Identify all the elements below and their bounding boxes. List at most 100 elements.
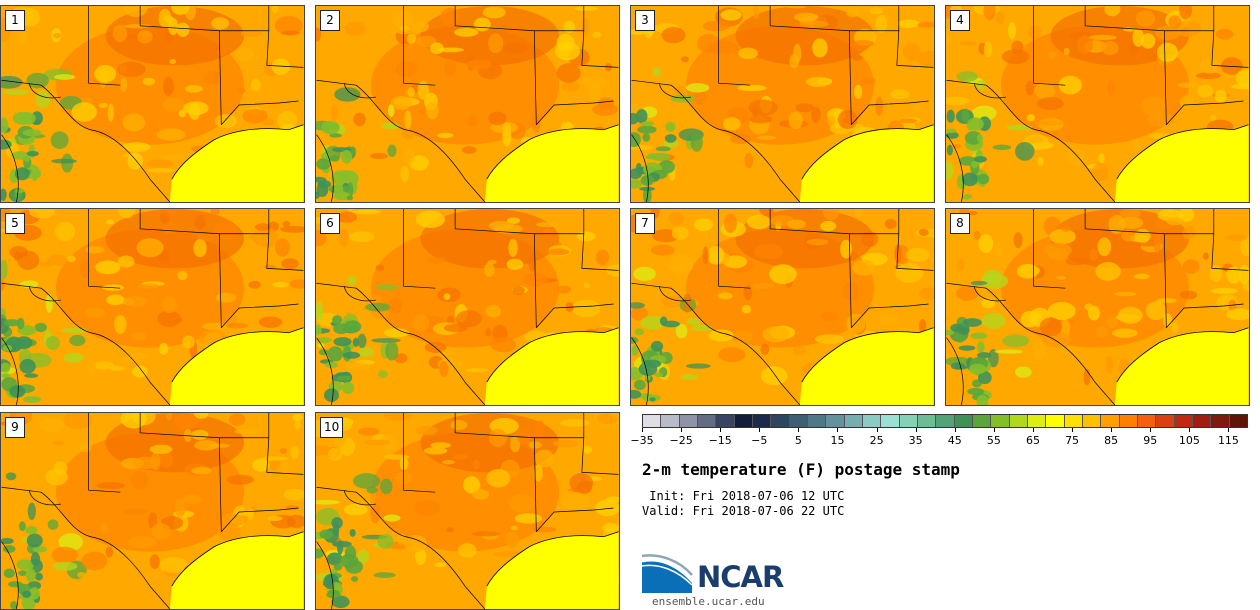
colorbar-swatch — [716, 415, 735, 427]
colorbar-tick-label: 65 — [1025, 434, 1040, 447]
colorbar-tick-label: 95 — [1143, 434, 1158, 447]
postage-stamp-5: 5 — [0, 208, 305, 406]
colorbar-swatch — [734, 415, 753, 427]
colorbar-swatch — [991, 415, 1010, 427]
colorbar-swatch — [899, 415, 918, 427]
colorbar-swatch — [1101, 415, 1120, 427]
website-url: ensemble.ucar.edu — [652, 595, 765, 608]
temperature-map — [631, 6, 934, 202]
colorbar-swatch — [752, 415, 772, 427]
colorbar-swatch — [1046, 415, 1065, 427]
colorbar-tick-label: 35 — [908, 434, 923, 447]
colorbar-tick-label: −5 — [751, 434, 768, 447]
colorbar-swatch — [954, 415, 973, 427]
postage-stamp-9: 9 — [0, 412, 305, 610]
colorbar-ticks: −35 −25 −15 −5 5 15 25 35 45 55 65 75 85 95 105 115 — [630, 428, 1248, 454]
temperature-map — [1, 413, 304, 609]
colorbar-swatch — [771, 415, 790, 427]
colorbar-tick-label: 115 — [1217, 434, 1239, 447]
colorbar-tick-label: 85 — [1104, 434, 1119, 447]
colorbar-swatch — [643, 415, 662, 427]
colorbar-tick — [720, 428, 722, 432]
member-number: 1 — [5, 10, 25, 31]
colorbar-swatch — [1211, 415, 1230, 427]
colorbar-tick — [993, 428, 995, 432]
colorbar-swatch — [936, 415, 955, 427]
init-time: Init: Fri 2018-07-06 12 UTC — [642, 489, 845, 503]
colorbar-swatch — [697, 415, 717, 427]
member-number: 2 — [320, 10, 340, 31]
colorbar-swatch — [1137, 415, 1157, 427]
temperature-map — [316, 209, 619, 405]
temperature-map — [946, 6, 1249, 202]
postage-stamp-6: 6 — [315, 208, 620, 406]
colorbar-tick — [759, 428, 761, 432]
postage-stamp-7: 7 — [630, 208, 935, 406]
ncar-logo: NCAR — [641, 553, 792, 594]
colorbar-swatch — [881, 415, 900, 427]
member-number: 3 — [635, 10, 655, 31]
colorbar-tick-label: −25 — [669, 434, 693, 447]
temperature-map — [316, 413, 619, 609]
colorbar-tick — [1111, 428, 1113, 432]
colorbar-tick — [1032, 428, 1034, 432]
postage-stamp-2: 2 — [315, 5, 620, 203]
postage-stamp-8: 8 — [945, 208, 1250, 406]
colorbar-swatch — [1192, 415, 1212, 427]
colorbar-tick-label: 75 — [1065, 434, 1080, 447]
colorbar-tick-label: 25 — [869, 434, 884, 447]
colorbar-tick-label: −15 — [708, 434, 732, 447]
colorbar-swatch — [1082, 415, 1102, 427]
colorbar-tick — [915, 428, 917, 432]
colorbar-tick-label: 5 — [794, 434, 802, 447]
colorbar-tick — [1072, 428, 1074, 432]
colorbar-swatch — [679, 415, 698, 427]
postage-stamp-3: 3 — [630, 5, 935, 203]
colorbar-tick — [681, 428, 683, 432]
colorbar-swatch — [807, 415, 827, 427]
postage-stamp-4: 4 — [945, 5, 1250, 203]
colorbar-tick — [876, 428, 878, 432]
colorbar-swatch — [972, 415, 992, 427]
valid-time: Valid: Fri 2018-07-06 22 UTC — [642, 504, 845, 518]
colorbar-swatch — [1064, 415, 1083, 427]
colorbar-swatch — [1027, 415, 1047, 427]
member-number: 8 — [950, 213, 970, 234]
colorbar-tick-label: 55 — [986, 434, 1001, 447]
temperature-colorbar: −35 −25 −15 −5 5 15 25 35 45 55 65 75 85 95 105 115 — [630, 414, 1248, 454]
colorbar-tick — [798, 428, 800, 432]
colorbar-tick-label: −35 — [630, 434, 654, 447]
colorbar-tick — [1228, 428, 1230, 432]
member-number: 10 — [320, 417, 344, 438]
temperature-map — [1, 6, 304, 202]
plot-title: 2-m temperature (F) postage stamp — [642, 460, 960, 479]
colorbar-swatch — [1119, 415, 1138, 427]
colorbar-tick — [1189, 428, 1191, 432]
colorbar-swatches — [642, 414, 1248, 428]
member-number: 9 — [5, 417, 25, 438]
colorbar-tick-label: 15 — [830, 434, 845, 447]
colorbar-swatch — [826, 415, 845, 427]
member-number: 6 — [320, 213, 340, 234]
colorbar-tick — [954, 428, 956, 432]
temperature-map — [316, 6, 619, 202]
temperature-map — [1, 209, 304, 405]
colorbar-swatch — [789, 415, 808, 427]
colorbar-swatch — [1174, 415, 1193, 427]
colorbar-swatch — [844, 415, 863, 427]
temperature-map — [631, 209, 934, 405]
postage-stamp-10: 10 — [315, 412, 620, 610]
member-number: 7 — [635, 213, 655, 234]
colorbar-tick — [1150, 428, 1152, 432]
colorbar-swatch — [917, 415, 937, 427]
colorbar-tick-label: 105 — [1178, 434, 1200, 447]
member-number: 4 — [950, 10, 970, 31]
colorbar-swatch — [1156, 415, 1175, 427]
colorbar-tick — [837, 428, 839, 432]
temperature-map — [946, 209, 1249, 405]
colorbar-swatch — [862, 415, 882, 427]
colorbar-swatch — [661, 415, 680, 427]
colorbar-swatch — [1229, 415, 1247, 427]
colorbar-swatch — [1009, 415, 1028, 427]
logo-text: NCAR — [697, 560, 784, 594]
